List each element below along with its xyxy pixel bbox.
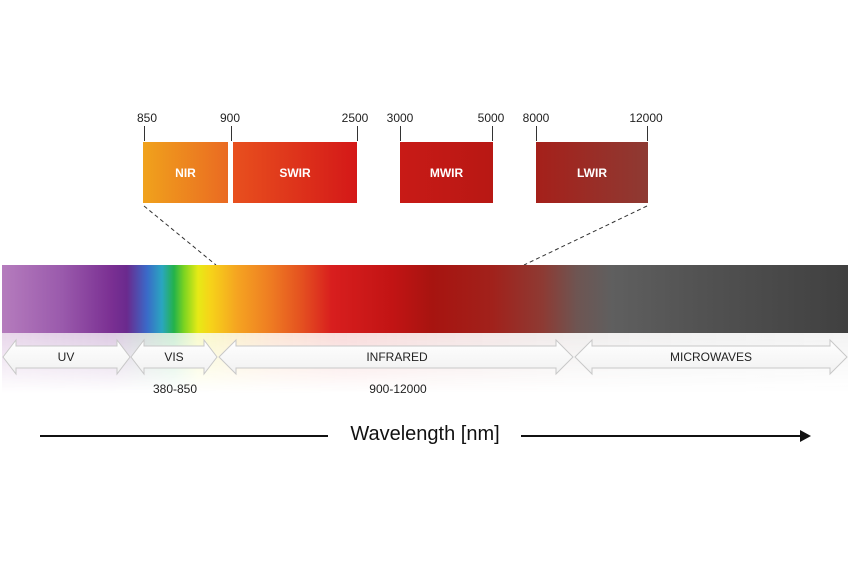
band-mwir-label: MWIR (429, 165, 464, 180)
range-label-infrared: 900-12000 (369, 382, 427, 396)
region-label-vis: VIS (164, 350, 184, 364)
axis-line-right (521, 435, 803, 437)
tick-mark-8000 (536, 126, 537, 141)
tick-mark-3000 (400, 126, 401, 141)
band-swir-label: SWIR (279, 165, 311, 180)
zoom-line-right (523, 205, 648, 266)
band-nir: NIR (143, 142, 228, 203)
tick-mark-850 (144, 126, 145, 141)
range-label-vis: 380-850 (152, 382, 198, 396)
tick-label-3000: 3000 (386, 111, 414, 125)
band-lwir: LWIR (536, 142, 648, 203)
axis-line-left (40, 435, 328, 437)
tick-label-900: 900 (219, 111, 241, 125)
tick-label-8000: 8000 (522, 111, 550, 125)
region-arrows (2, 338, 848, 376)
region-label-microwaves: MICROWAVES (669, 350, 753, 364)
tick-mark-2500 (357, 126, 358, 141)
axis-title: Wavelength [nm] (350, 423, 500, 445)
tick-label-850: 850 (136, 111, 158, 125)
arrow-uv (2, 338, 131, 376)
tick-label-5000: 5000 (477, 111, 505, 125)
band-lwir-label: LWIR (577, 165, 607, 180)
band-nir-label: NIR (175, 165, 196, 180)
region-label-infrared: INFRARED (366, 350, 428, 364)
spectrum-bar (2, 265, 848, 333)
tick-label-12000: 12000 (629, 111, 663, 125)
arrow-microwaves (574, 338, 848, 376)
band-swir: SWIR (233, 142, 357, 203)
tick-mark-900 (231, 126, 232, 141)
arrow-infrared (218, 338, 574, 376)
band-mwir: MWIR (400, 142, 493, 203)
tick-label-2500: 2500 (341, 111, 369, 125)
arrow-vis (130, 338, 218, 376)
zoom-line-left (143, 205, 217, 266)
axis-arrowhead-icon (800, 430, 811, 442)
tick-mark-5000 (492, 126, 493, 141)
tick-mark-12000 (647, 126, 648, 141)
region-label-uv: UV (57, 350, 75, 364)
